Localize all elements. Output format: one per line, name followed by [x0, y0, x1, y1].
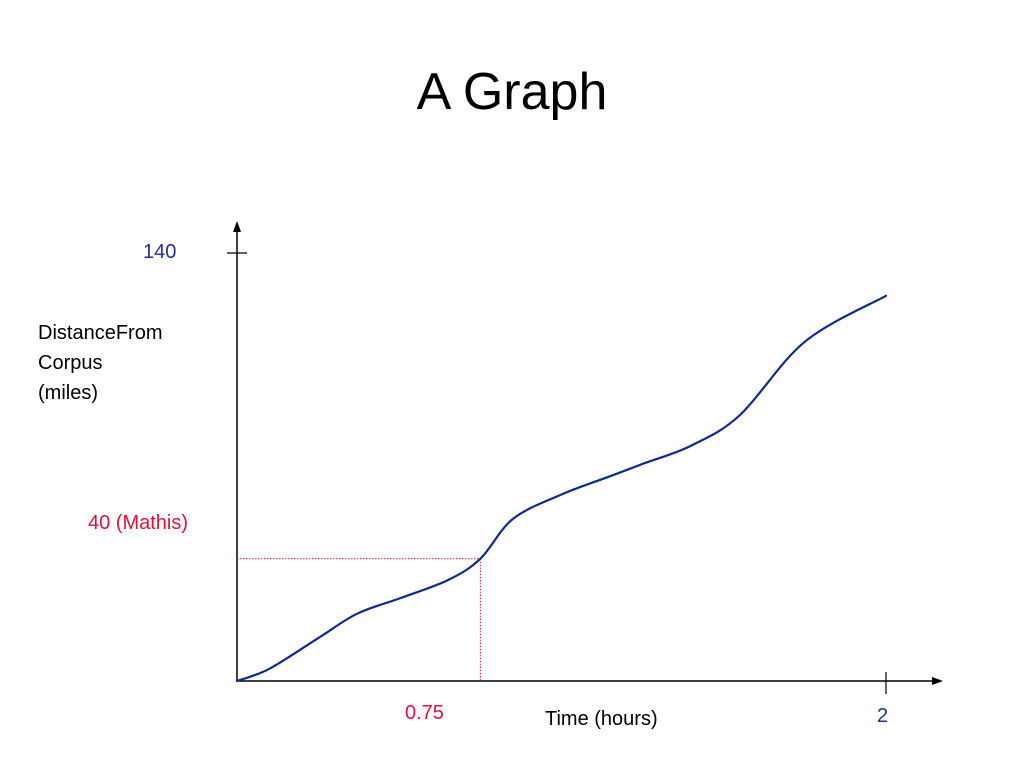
y-axis-arrow [233, 221, 241, 232]
x-tick-label-2: 2 [877, 705, 889, 727]
chart-axes [227, 221, 943, 694]
highlight-x-label: 0.75 [405, 702, 444, 724]
y-axis-label-line-1: DistanceFrom [38, 322, 163, 344]
y-axis-label-line-2: Corpus [38, 352, 103, 374]
y-axis-label: DistanceFrom Corpus (miles) [38, 318, 162, 408]
series-line-0 [235, 294, 888, 683]
y-axis-label-line-3: (miles) [38, 382, 98, 404]
highlight-guides [237, 558, 481, 681]
y-tick-label-140: 140 [143, 241, 177, 263]
slide-title: A Graph [416, 63, 608, 121]
x-axis-label: Time (hours) [545, 708, 658, 730]
x-axis-arrow [932, 677, 943, 685]
highlight-y-label: 40 (Mathis) [88, 512, 189, 534]
chart-series [235, 294, 888, 683]
